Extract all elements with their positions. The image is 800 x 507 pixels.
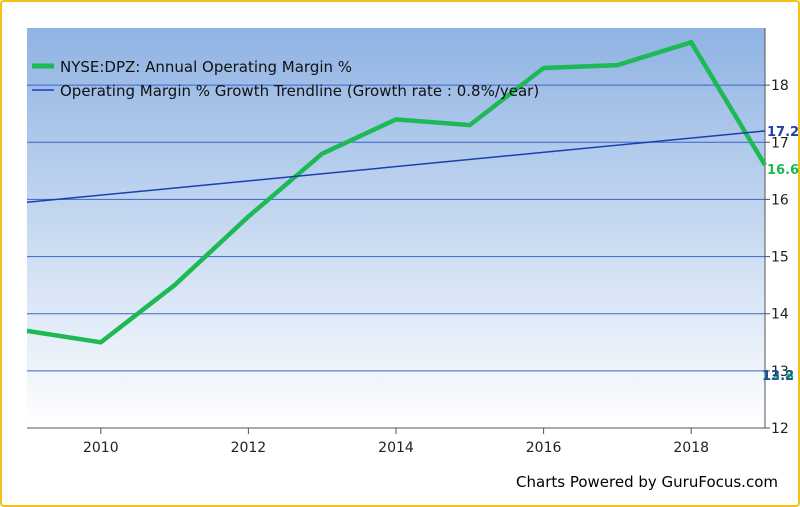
y-tick-label: 14 <box>771 307 789 323</box>
y-tick-label: 18 <box>771 78 789 94</box>
overlap-label-blue: 13.2 <box>762 369 794 384</box>
x-tick-label: 2010 <box>83 440 119 456</box>
y-axis-ticks: 12 13 14 15 16 17 18 <box>764 28 789 437</box>
end-labels: 16.6 17.2 12.813.2 <box>762 125 799 384</box>
series-line-trendline <box>26 130 766 204</box>
x-tick-label: 2016 <box>526 440 562 456</box>
overlap-label-green: 12.8 <box>762 369 794 384</box>
y-tick-label: 13 <box>771 364 789 380</box>
legend: NYSE:DPZ: Annual Operating Margin % Opera… <box>32 58 539 100</box>
legend-label-trendline: Operating Margin % Growth Trendline (Gro… <box>60 82 539 100</box>
y-tick-label: 16 <box>771 192 789 208</box>
series-lines <box>26 39 767 345</box>
x-tick-label: 2014 <box>378 440 414 456</box>
chart-credit: Charts Powered by GuruFocus.com <box>516 473 778 491</box>
x-axis-ticks: 2010 2012 2014 2016 2018 <box>27 427 765 456</box>
y-tick-label: 12 <box>771 421 789 437</box>
legend-label-operating-margin: NYSE:DPZ: Annual Operating Margin % <box>60 58 352 76</box>
plot-area <box>27 28 765 428</box>
y-tick-label: 17 <box>771 135 789 151</box>
y-tick-label: 15 <box>771 250 789 266</box>
x-tick-label: 2018 <box>673 440 709 456</box>
end-label-operating-margin: 16.6 <box>767 163 799 178</box>
end-label-trendline: 17.2 <box>767 125 799 140</box>
x-tick-label: 2012 <box>231 440 267 456</box>
series-line-operating-margin <box>26 39 767 345</box>
